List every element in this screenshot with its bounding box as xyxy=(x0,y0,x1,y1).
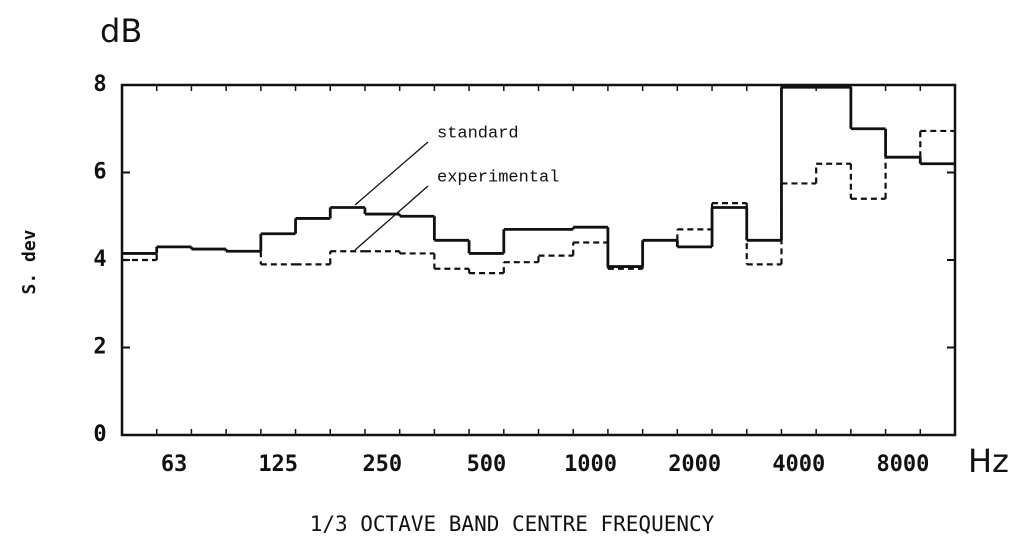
y-axis-label: S. dev xyxy=(19,229,40,294)
x-tick-label: 500 xyxy=(467,452,507,477)
y-tick-label: 2 xyxy=(93,335,106,360)
annotation: standard xyxy=(437,124,519,143)
x-tick-label: 4000 xyxy=(772,452,825,477)
x-axis-label: 1/3 OCTAVE BAND CENTRE FREQUENCY xyxy=(310,512,715,536)
x-unit: Hz xyxy=(968,442,1009,480)
x-tick-label: 125 xyxy=(258,452,298,477)
x-tick-label: 1000 xyxy=(564,452,617,477)
unit-label: dB xyxy=(100,12,142,50)
leader-line xyxy=(354,185,429,251)
x-tick-label: 8000 xyxy=(876,452,929,477)
annotation: experimental xyxy=(437,168,559,187)
leader-line xyxy=(354,141,429,206)
x-tick-label: 63 xyxy=(161,452,188,477)
y-tick-label: 4 xyxy=(93,247,106,272)
x-tick-label: 2000 xyxy=(668,452,721,477)
y-tick-label: 6 xyxy=(93,160,106,185)
x-tick-label: 250 xyxy=(362,452,402,477)
y-tick-label: 0 xyxy=(93,422,106,447)
y-tick-label: 8 xyxy=(93,72,106,97)
